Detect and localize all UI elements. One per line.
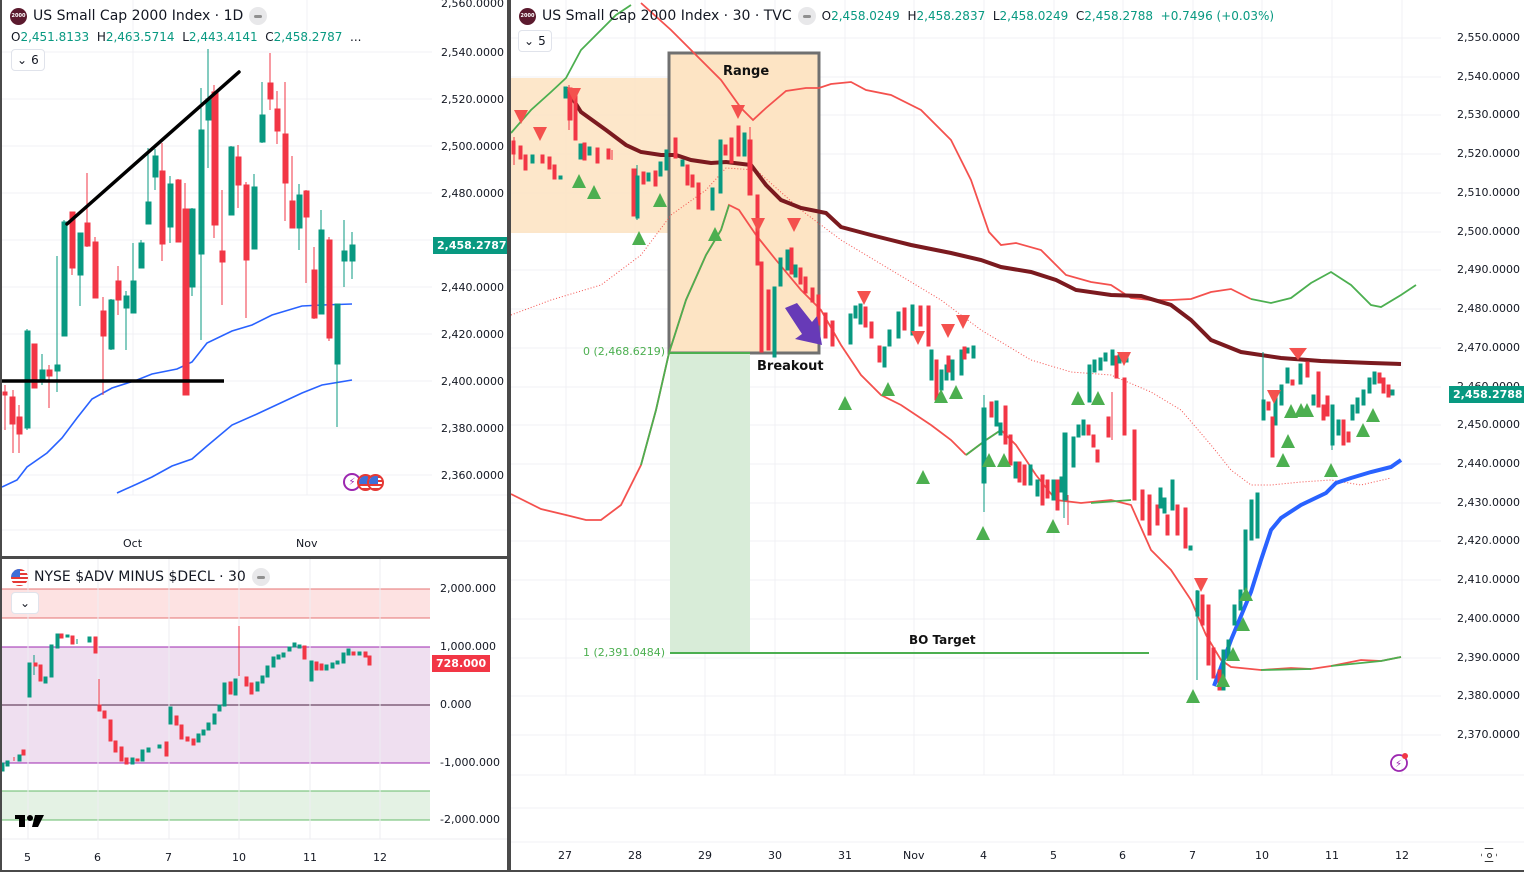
time-tick: 10 xyxy=(232,851,246,864)
price-tick: 2,380.0000 xyxy=(1457,689,1520,702)
hide-legend-icon[interactable] xyxy=(249,7,268,25)
chevron-down-icon: ⌄ xyxy=(17,53,28,67)
breakout-arrow-icon xyxy=(785,303,822,345)
price-tick: 2,420.0000 xyxy=(441,328,504,341)
value-tick: 0.000 xyxy=(440,698,472,711)
price-tick: 2,400.0000 xyxy=(441,375,504,388)
indicators-toggle[interactable]: ⌄ xyxy=(11,592,39,614)
time-tick: 27 xyxy=(558,849,572,862)
price-tick: 2,510.0000 xyxy=(1457,186,1520,199)
ascending-trendline xyxy=(65,70,241,226)
price-tick: 2,440.0000 xyxy=(1457,457,1520,470)
price-tick: 2,540.0000 xyxy=(1457,70,1520,83)
time-tick: Nov xyxy=(296,537,318,550)
price-tick: 2,500.0000 xyxy=(441,140,504,153)
candle xyxy=(2,385,8,430)
price-tick: 2,430.0000 xyxy=(1457,496,1520,509)
svg-text:⚡: ⚡ xyxy=(1395,759,1402,770)
last-price-tag: 2,458.2787 xyxy=(433,237,507,254)
fib-0-label: 0 (2,468.6219) xyxy=(583,345,666,358)
time-tick: 11 xyxy=(303,851,317,864)
sell-signal-markers xyxy=(514,88,1307,592)
price-tick: 2,530.0000 xyxy=(1457,108,1520,121)
price-tick: 2,520.0000 xyxy=(1457,147,1520,160)
price-tick: 2,540.0000 xyxy=(441,46,504,59)
daily-title[interactable]: US Small Cap 2000 Index · 1D xyxy=(33,8,244,24)
last-price-tag: 2,458.2788 xyxy=(1449,386,1524,403)
time-tick: 7 xyxy=(165,851,172,864)
daily-legend: 2000 US Small Cap 2000 Index · 1D xyxy=(10,7,268,25)
price-tick: 2,480.0000 xyxy=(1457,302,1520,315)
price-tick: 2,410.0000 xyxy=(1457,573,1520,586)
price-tick: 2,380.0000 xyxy=(441,422,504,435)
price-tick: 2,550.0000 xyxy=(1457,31,1520,44)
breadth-chart-panel[interactable]: NYSE $ADV MINUS $DECL · 30 ⌄ 2,000.000 1… xyxy=(0,557,509,872)
price-tick: 2,390.0000 xyxy=(1457,651,1520,664)
breadth-title[interactable]: NYSE $ADV MINUS $DECL · 30 xyxy=(34,569,246,585)
price-tick: 2,480.0000 xyxy=(441,187,504,200)
time-tick: 7 xyxy=(1189,849,1196,862)
fib-1-label: 1 (2,391.0484) xyxy=(583,646,666,659)
hide-legend-icon[interactable] xyxy=(251,568,270,586)
hide-legend-icon[interactable] xyxy=(797,7,816,25)
price-tick: 2,440.0000 xyxy=(441,281,504,294)
main-ohlc: O2,458.0249 H2,458.2837 L2,458.0249 C2,4… xyxy=(821,9,1275,23)
main-legend: 2000 US Small Cap 2000 Index · 30 · TVC … xyxy=(519,7,1274,25)
daily-chart-panel[interactable]: 2000 US Small Cap 2000 Index · 1D O2,451… xyxy=(0,0,509,558)
time-tick: 6 xyxy=(1119,849,1126,862)
bo-target-label: BO Target xyxy=(909,633,976,647)
time-tick: Nov xyxy=(903,849,925,862)
target-zone xyxy=(670,353,750,653)
time-tick: 12 xyxy=(373,851,387,864)
time-tick: 6 xyxy=(94,851,101,864)
us-flag-icon xyxy=(11,568,28,586)
price-tick: 2,360.0000 xyxy=(441,469,504,482)
time-tick: 4 xyxy=(980,849,987,862)
time-tick: 5 xyxy=(24,851,31,864)
daily-ohlc: O2,451.8133 H2,463.5714 L2,443.4141 C2,4… xyxy=(11,30,362,44)
time-tick: 31 xyxy=(838,849,852,862)
price-tick: 2,560.0000 xyxy=(441,0,504,10)
chevron-down-icon: ⌄ xyxy=(19,596,31,610)
time-tick: 10 xyxy=(1255,849,1269,862)
time-tick: 30 xyxy=(768,849,782,862)
indicators-toggle[interactable]: ⌄ 6 xyxy=(11,49,45,71)
price-tick: 2,490.0000 xyxy=(1457,263,1520,276)
price-tick: 2,500.0000 xyxy=(1457,225,1520,238)
price-tick: 2,520.0000 xyxy=(441,93,504,106)
time-tick: 11 xyxy=(1325,849,1339,862)
time-tick: 12 xyxy=(1395,849,1409,862)
indicators-toggle[interactable]: ⌄ 5 xyxy=(518,30,552,52)
us-flag-event-icon[interactable] xyxy=(367,474,384,491)
chart-settings-icon[interactable] xyxy=(1481,848,1497,862)
value-tick: 2,000.000 xyxy=(440,582,496,595)
value-tick: -2,000.000 xyxy=(440,813,500,826)
main-chart-panel[interactable]: ⚡ 2000 US Small Cap 2000 Index · 30 · TV… xyxy=(509,0,1524,872)
breadth-chart-canvas[interactable] xyxy=(2,559,509,872)
symbol-logo-icon: 2000 xyxy=(10,7,27,25)
value-tick: -1,000.000 xyxy=(440,756,500,769)
price-tick: 2,420.0000 xyxy=(1457,534,1520,547)
time-tick: 5 xyxy=(1050,849,1057,862)
range-label: Range xyxy=(723,64,770,79)
time-tick: 28 xyxy=(628,849,642,862)
price-tick: 2,370.0000 xyxy=(1457,728,1520,741)
main-title[interactable]: US Small Cap 2000 Index · 30 · TVC xyxy=(542,8,792,24)
last-value-tag: 728.000 xyxy=(432,655,491,672)
main-chart-canvas[interactable]: ⚡ xyxy=(511,0,1524,872)
tradingview-logo xyxy=(15,815,44,827)
chevron-down-icon: ⌄ xyxy=(524,34,535,48)
breakout-label: Breakout xyxy=(757,359,824,374)
time-tick: 29 xyxy=(698,849,712,862)
buy-signal-markers xyxy=(572,174,1380,703)
symbol-logo-icon: 2000 xyxy=(519,7,536,25)
value-tick: 1,000.000 xyxy=(440,640,496,653)
breadth-legend: NYSE $ADV MINUS $DECL · 30 xyxy=(11,568,270,586)
price-tick: 2,470.0000 xyxy=(1457,341,1520,354)
time-tick: Oct xyxy=(123,537,143,550)
price-tick: 2,450.0000 xyxy=(1457,418,1520,431)
price-tick: 2,400.0000 xyxy=(1457,612,1520,625)
daily-chart-canvas[interactable] xyxy=(2,0,509,558)
